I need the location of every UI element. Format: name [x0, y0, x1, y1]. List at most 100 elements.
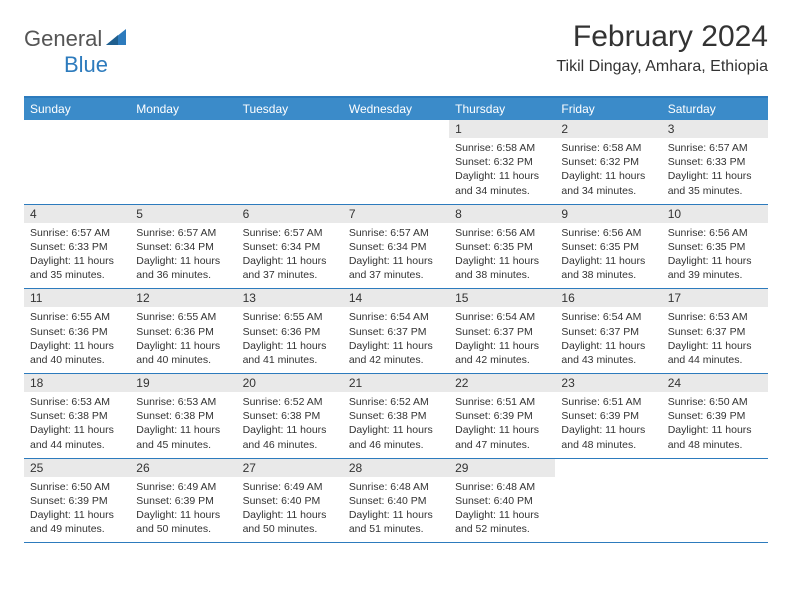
sunset-text: Sunset: 6:33 PM — [668, 155, 762, 169]
day-content: Sunrise: 6:54 AMSunset: 6:37 PMDaylight:… — [449, 307, 555, 373]
day-number: 6 — [237, 205, 343, 223]
day-content: Sunrise: 6:51 AMSunset: 6:39 PMDaylight:… — [449, 392, 555, 458]
day-cell: 4Sunrise: 6:57 AMSunset: 6:33 PMDaylight… — [24, 205, 130, 289]
daylight-text: Daylight: 11 hours and 52 minutes. — [455, 508, 549, 536]
day-content: Sunrise: 6:57 AMSunset: 6:34 PMDaylight:… — [237, 223, 343, 289]
sunset-text: Sunset: 6:33 PM — [30, 240, 124, 254]
daylight-text: Daylight: 11 hours and 34 minutes. — [455, 169, 549, 197]
daylight-text: Daylight: 11 hours and 35 minutes. — [668, 169, 762, 197]
day-number: 26 — [130, 459, 236, 477]
daylight-text: Daylight: 11 hours and 46 minutes. — [349, 423, 443, 451]
day-content: Sunrise: 6:55 AMSunset: 6:36 PMDaylight:… — [24, 307, 130, 373]
day-number: 9 — [555, 205, 661, 223]
day-content: Sunrise: 6:56 AMSunset: 6:35 PMDaylight:… — [555, 223, 661, 289]
title-block: February 2024 Tikil Dingay, Amhara, Ethi… — [556, 20, 768, 76]
day-cell: 3 Sunrise: 6:57 AMSunset: 6:33 PMDaylight… — [662, 120, 768, 204]
day-cell: 18Sunrise: 6:53 AMSunset: 6:38 PMDayligh… — [24, 374, 130, 458]
month-title: February 2024 — [556, 20, 768, 54]
day-number: 5 — [130, 205, 236, 223]
day-number: 18 — [24, 374, 130, 392]
day-cell: 12Sunrise: 6:55 AMSunset: 6:36 PMDayligh… — [130, 289, 236, 373]
daylight-text: Daylight: 11 hours and 51 minutes. — [349, 508, 443, 536]
day-cell: 24Sunrise: 6:50 AMSunset: 6:39 PMDayligh… — [662, 374, 768, 458]
day-cell: 26 Sunrise: 6:49 AMSunset: 6:39 PMDayligh… — [130, 459, 236, 543]
sunrise-text: Sunrise: 6:55 AM — [243, 310, 337, 324]
sunrise-text: Sunrise: 6:54 AM — [455, 310, 549, 324]
sunrise-text: Sunrise: 6:52 AM — [349, 395, 443, 409]
day-number: 20 — [237, 374, 343, 392]
sunrise-text: Sunrise: 6:58 AM — [561, 141, 655, 155]
day-number: 19 — [130, 374, 236, 392]
day-number: 12 — [130, 289, 236, 307]
day-content: Sunrise: 6:57 AMSunset: 6:33 PMDaylight:… — [24, 223, 130, 289]
sunset-text: Sunset: 6:37 PM — [455, 325, 549, 339]
sunset-text: Sunset: 6:35 PM — [561, 240, 655, 254]
dow-friday: Friday — [555, 98, 661, 120]
day-number: 17 — [662, 289, 768, 307]
day-number — [130, 120, 236, 124]
week-row: 11Sunrise: 6:55 AMSunset: 6:36 PMDayligh… — [24, 289, 768, 374]
day-cell: 9Sunrise: 6:56 AMSunset: 6:35 PMDaylight… — [555, 205, 661, 289]
daylight-text: Daylight: 11 hours and 35 minutes. — [30, 254, 124, 282]
day-number: 24 — [662, 374, 768, 392]
sunrise-text: Sunrise: 6:55 AM — [30, 310, 124, 324]
day-content: Sunrise: 6:48 AMSunset: 6:40 PMDaylight:… — [343, 477, 449, 543]
day-content: Sunrise: 6:50 AMSunset: 6:39 PMDaylight:… — [662, 392, 768, 458]
day-number: 3 — [662, 120, 768, 138]
sunrise-text: Sunrise: 6:48 AM — [455, 480, 549, 494]
sunrise-text: Sunrise: 6:57 AM — [349, 226, 443, 240]
sunrise-text: Sunrise: 6:50 AM — [30, 480, 124, 494]
day-cell: 8Sunrise: 6:56 AMSunset: 6:35 PMDaylight… — [449, 205, 555, 289]
daylight-text: Daylight: 11 hours and 40 minutes. — [136, 339, 230, 367]
sunrise-text: Sunrise: 6:57 AM — [30, 226, 124, 240]
dow-tuesday: Tuesday — [237, 98, 343, 120]
daylight-text: Daylight: 11 hours and 50 minutes. — [136, 508, 230, 536]
day-content: Sunrise: 6:54 AMSunset: 6:37 PMDaylight:… — [555, 307, 661, 373]
day-content: Sunrise: 6:58 AMSunset: 6:32 PMDaylight:… — [555, 138, 661, 204]
daylight-text: Daylight: 11 hours and 44 minutes. — [668, 339, 762, 367]
sunset-text: Sunset: 6:39 PM — [30, 494, 124, 508]
day-cell — [237, 120, 343, 204]
day-cell — [662, 459, 768, 543]
day-number: 29 — [449, 459, 555, 477]
sunrise-text: Sunrise: 6:57 AM — [243, 226, 337, 240]
daylight-text: Daylight: 11 hours and 38 minutes. — [455, 254, 549, 282]
daylight-text: Daylight: 11 hours and 34 minutes. — [561, 169, 655, 197]
day-cell: 29 Sunrise: 6:48 AMSunset: 6:40 PMDayligh… — [449, 459, 555, 543]
day-cell — [555, 459, 661, 543]
sunset-text: Sunset: 6:39 PM — [136, 494, 230, 508]
sunset-text: Sunset: 6:36 PM — [243, 325, 337, 339]
sunset-text: Sunset: 6:38 PM — [243, 409, 337, 423]
dow-wednesday: Wednesday — [343, 98, 449, 120]
day-content: Sunrise: 6:52 AMSunset: 6:38 PMDaylight:… — [343, 392, 449, 458]
day-cell: 16Sunrise: 6:54 AMSunset: 6:37 PMDayligh… — [555, 289, 661, 373]
daylight-text: Daylight: 11 hours and 37 minutes. — [349, 254, 443, 282]
daylight-text: Daylight: 11 hours and 42 minutes. — [455, 339, 549, 367]
dow-monday: Monday — [130, 98, 236, 120]
day-cell — [130, 120, 236, 204]
day-of-week-header: Sunday Monday Tuesday Wednesday Thursday… — [24, 98, 768, 120]
day-cell: 19Sunrise: 6:53 AMSunset: 6:38 PMDayligh… — [130, 374, 236, 458]
location: Tikil Dingay, Amhara, Ethiopia — [556, 58, 768, 76]
day-number — [24, 120, 130, 124]
day-number: 4 — [24, 205, 130, 223]
day-number: 2 — [555, 120, 661, 138]
dow-thursday: Thursday — [449, 98, 555, 120]
day-cell: 23Sunrise: 6:51 AMSunset: 6:39 PMDayligh… — [555, 374, 661, 458]
sunset-text: Sunset: 6:40 PM — [455, 494, 549, 508]
logo-triangle-icon — [106, 29, 126, 50]
sunrise-text: Sunrise: 6:51 AM — [455, 395, 549, 409]
day-cell: 15Sunrise: 6:54 AMSunset: 6:37 PMDayligh… — [449, 289, 555, 373]
sunrise-text: Sunrise: 6:57 AM — [668, 141, 762, 155]
day-content: Sunrise: 6:58 AMSunset: 6:32 PMDaylight:… — [449, 138, 555, 204]
sunrise-text: Sunrise: 6:55 AM — [136, 310, 230, 324]
day-cell: 1Sunrise: 6:58 AMSunset: 6:32 PMDaylight… — [449, 120, 555, 204]
day-number: 1 — [449, 120, 555, 138]
day-content: Sunrise: 6:55 AMSunset: 6:36 PMDaylight:… — [130, 307, 236, 373]
sunrise-text: Sunrise: 6:50 AM — [668, 395, 762, 409]
sunset-text: Sunset: 6:37 PM — [561, 325, 655, 339]
sunset-text: Sunset: 6:32 PM — [561, 155, 655, 169]
day-number: 21 — [343, 374, 449, 392]
sunrise-text: Sunrise: 6:49 AM — [136, 480, 230, 494]
sunrise-text: Sunrise: 6:54 AM — [561, 310, 655, 324]
